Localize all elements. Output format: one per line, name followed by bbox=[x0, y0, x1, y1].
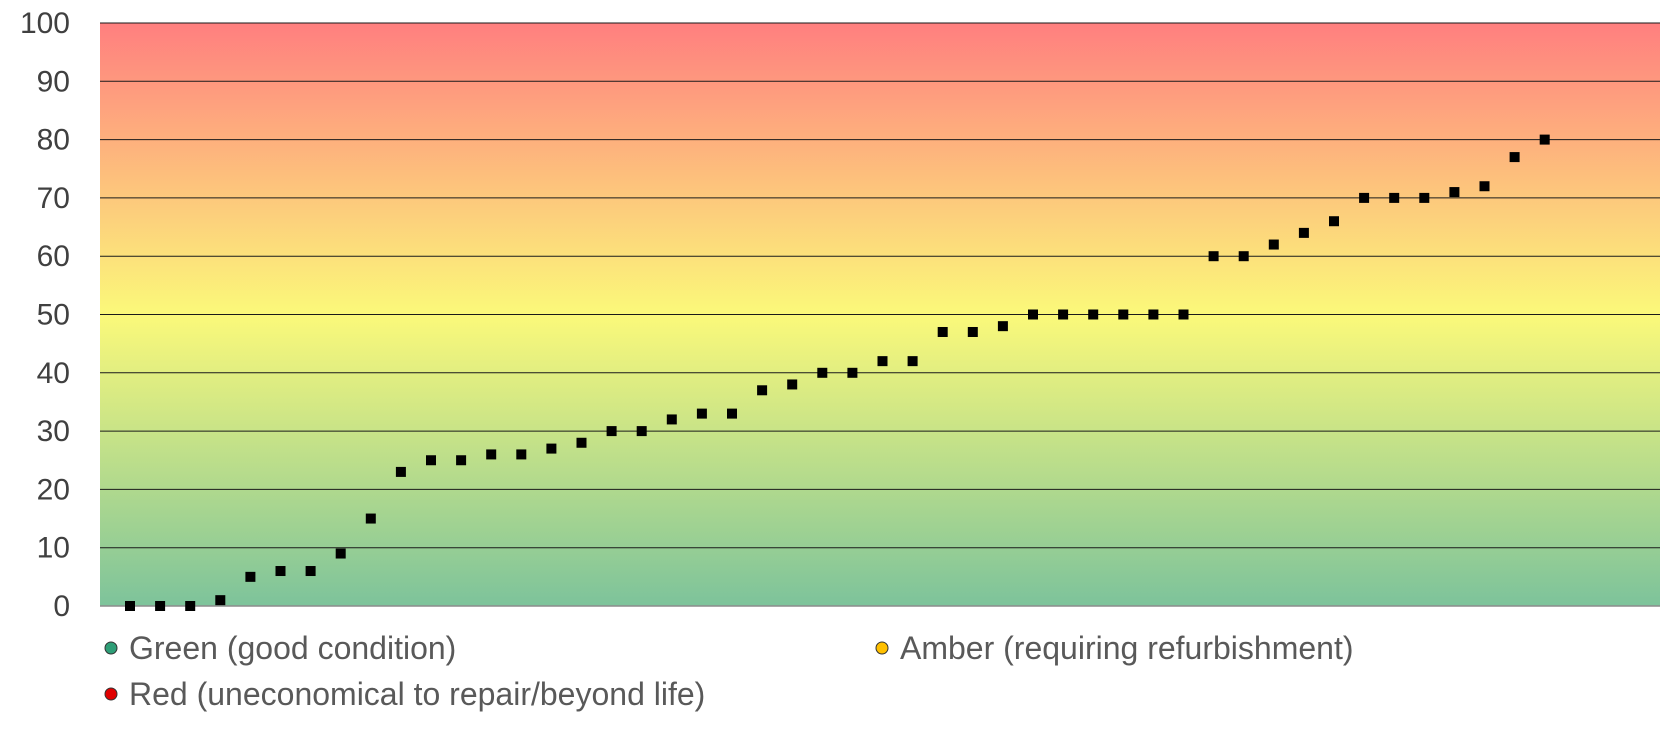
data-point bbox=[1028, 309, 1038, 320]
y-tick-label: 50 bbox=[37, 299, 70, 332]
y-tick-label: 90 bbox=[37, 65, 70, 98]
data-point bbox=[1419, 192, 1430, 203]
y-tick-label: 100 bbox=[20, 7, 70, 40]
data-point bbox=[335, 548, 346, 559]
data-point bbox=[787, 379, 798, 390]
data-point bbox=[636, 426, 647, 437]
legend-marker bbox=[875, 641, 889, 655]
data-point bbox=[426, 455, 436, 466]
y-tick-label: 0 bbox=[53, 590, 70, 623]
data-point bbox=[757, 385, 768, 396]
y-tick-label: 40 bbox=[37, 357, 70, 390]
data-point bbox=[877, 356, 888, 367]
y-axis-ticks: 0 10 20 30 40 50 60 70 80 90 100 bbox=[20, 7, 70, 623]
data-points bbox=[125, 134, 1550, 611]
y-tick-label: 20 bbox=[37, 473, 70, 506]
gridlines bbox=[100, 22, 1660, 549]
y-tick-label: 60 bbox=[37, 240, 70, 273]
data-point bbox=[155, 601, 166, 611]
data-point bbox=[847, 367, 858, 378]
legend: Green (good condition) Amber (requiring r… bbox=[104, 630, 1354, 712]
data-point bbox=[1509, 152, 1520, 163]
legend-label: Amber (requiring refurbishment) bbox=[900, 630, 1354, 666]
data-point bbox=[516, 449, 527, 460]
data-point bbox=[1329, 216, 1339, 227]
data-point bbox=[1359, 192, 1370, 203]
data-point bbox=[1268, 239, 1279, 250]
data-point bbox=[696, 408, 707, 419]
legend-marker bbox=[104, 641, 118, 655]
data-point bbox=[1088, 309, 1099, 320]
data-point bbox=[215, 595, 226, 606]
data-point bbox=[365, 513, 376, 524]
data-point bbox=[1539, 134, 1550, 145]
data-point bbox=[727, 408, 737, 419]
data-point bbox=[606, 426, 617, 437]
data-point bbox=[1389, 192, 1400, 203]
y-tick-label: 80 bbox=[37, 124, 70, 157]
data-point bbox=[1148, 309, 1159, 320]
y-tick-label: 10 bbox=[37, 532, 70, 565]
data-point bbox=[486, 449, 497, 460]
legend-label: Red (uneconomical to repair/beyond life) bbox=[129, 676, 705, 712]
data-point bbox=[1208, 251, 1219, 262]
y-tick-label: 30 bbox=[37, 415, 70, 448]
data-point bbox=[817, 367, 828, 378]
data-point bbox=[1449, 187, 1460, 198]
y-tick-label: 70 bbox=[37, 182, 70, 215]
data-point bbox=[245, 571, 256, 582]
legend-item: Red (uneconomical to repair/beyond life) bbox=[104, 676, 705, 712]
data-point bbox=[1298, 227, 1309, 238]
data-point bbox=[666, 414, 677, 425]
data-point bbox=[305, 566, 316, 577]
data-point bbox=[125, 601, 135, 611]
legend-marker bbox=[104, 687, 118, 701]
data-point bbox=[937, 326, 948, 337]
legend-item: Amber (requiring refurbishment) bbox=[875, 630, 1354, 666]
data-point bbox=[1118, 309, 1129, 320]
data-point bbox=[1238, 251, 1249, 262]
data-point bbox=[1178, 309, 1189, 320]
data-point bbox=[456, 455, 467, 466]
data-point bbox=[275, 566, 286, 577]
data-point bbox=[967, 326, 978, 337]
legend-item: Green (good condition) bbox=[104, 630, 456, 666]
data-point bbox=[546, 443, 557, 454]
data-point bbox=[1058, 309, 1069, 320]
data-point bbox=[997, 321, 1008, 332]
legend-label: Green (good condition) bbox=[129, 630, 456, 666]
data-point bbox=[1479, 181, 1490, 192]
data-point bbox=[576, 437, 587, 448]
data-point bbox=[907, 356, 918, 367]
data-point bbox=[395, 466, 406, 477]
data-point bbox=[185, 601, 196, 611]
